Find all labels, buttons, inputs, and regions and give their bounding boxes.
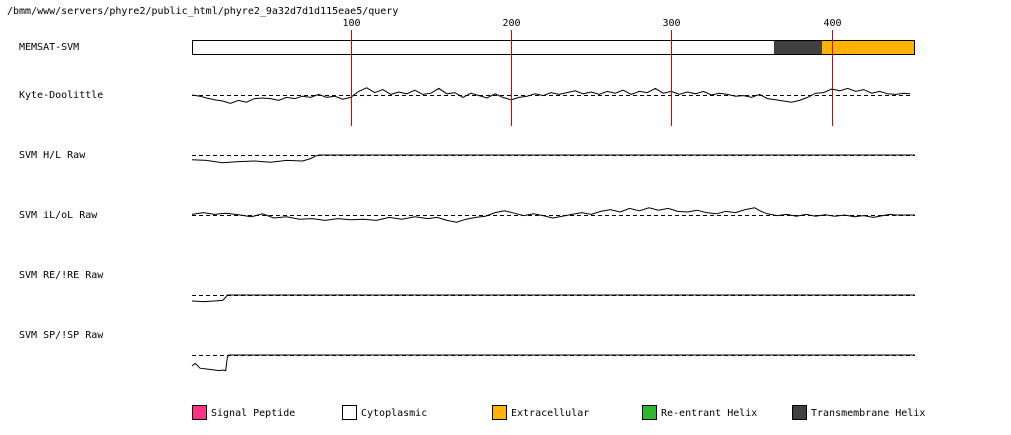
track-label: SVM SP/!SP Raw — [19, 330, 104, 341]
profile-trace — [191, 294, 915, 303]
legend-swatch — [342, 405, 357, 420]
track-1: Kyte-Doolittle — [19, 87, 911, 104]
track-label: SVM iL/oL Raw — [19, 210, 98, 221]
legend: Signal Peptide Cytoplasmic Extracellular Re… — [192, 405, 925, 420]
profile-trace — [191, 154, 915, 164]
legend-swatch — [492, 405, 507, 420]
x-tick-label: 300 — [662, 18, 680, 29]
track-0: MEMSAT-SVM — [19, 40, 915, 55]
track-5: SVM SP/!SP Raw — [19, 330, 915, 372]
track-label: MEMSAT-SVM — [19, 42, 79, 53]
x-tick-labels: 100 200 300 400 — [342, 18, 841, 29]
legend-item: Re-entrant Helix — [642, 405, 757, 420]
legend-swatch — [642, 405, 657, 420]
track-3: SVM iL/oL Raw — [19, 207, 915, 223]
track-label: Kyte-Doolittle — [19, 90, 103, 101]
segment-1 — [773, 40, 823, 54]
legend-label: Re-entrant Helix — [661, 408, 757, 419]
legend-label: Cytoplasmic — [361, 408, 427, 419]
query-path: /bmm/www/servers/phyre2/public_html/phyr… — [7, 6, 398, 17]
legend-label: Transmembrane Helix — [811, 408, 925, 419]
x-tick-label: 200 — [502, 18, 520, 29]
legend-label: Signal Peptide — [211, 408, 295, 419]
track-box — [192, 40, 915, 55]
track-4: SVM RE/!RE Raw — [19, 270, 915, 303]
x-tick-label: 100 — [342, 18, 360, 29]
profile-trace — [191, 207, 915, 223]
track-label: SVM RE/!RE Raw — [19, 270, 104, 281]
track-area: MEMSAT-SVM Kyte-Doolittle SVM H/L Raw SVM i… — [19, 40, 915, 372]
segment-0 — [192, 40, 774, 54]
legend-swatch — [792, 405, 807, 420]
position-markers — [351, 30, 833, 126]
legend-item: Signal Peptide — [192, 405, 295, 420]
track-2: SVM H/L Raw — [19, 150, 915, 164]
legend-label: Extracellular — [511, 408, 589, 419]
segment-2 — [822, 40, 915, 54]
profile-trace — [191, 87, 911, 104]
legend-item: Transmembrane Helix — [792, 405, 925, 420]
x-tick-label: 400 — [823, 18, 841, 29]
profile-trace — [191, 354, 915, 372]
track-label: SVM H/L Raw — [19, 150, 86, 161]
legend-swatch — [192, 405, 207, 420]
legend-item: Cytoplasmic — [342, 405, 427, 420]
legend-item: Extracellular — [492, 405, 589, 420]
